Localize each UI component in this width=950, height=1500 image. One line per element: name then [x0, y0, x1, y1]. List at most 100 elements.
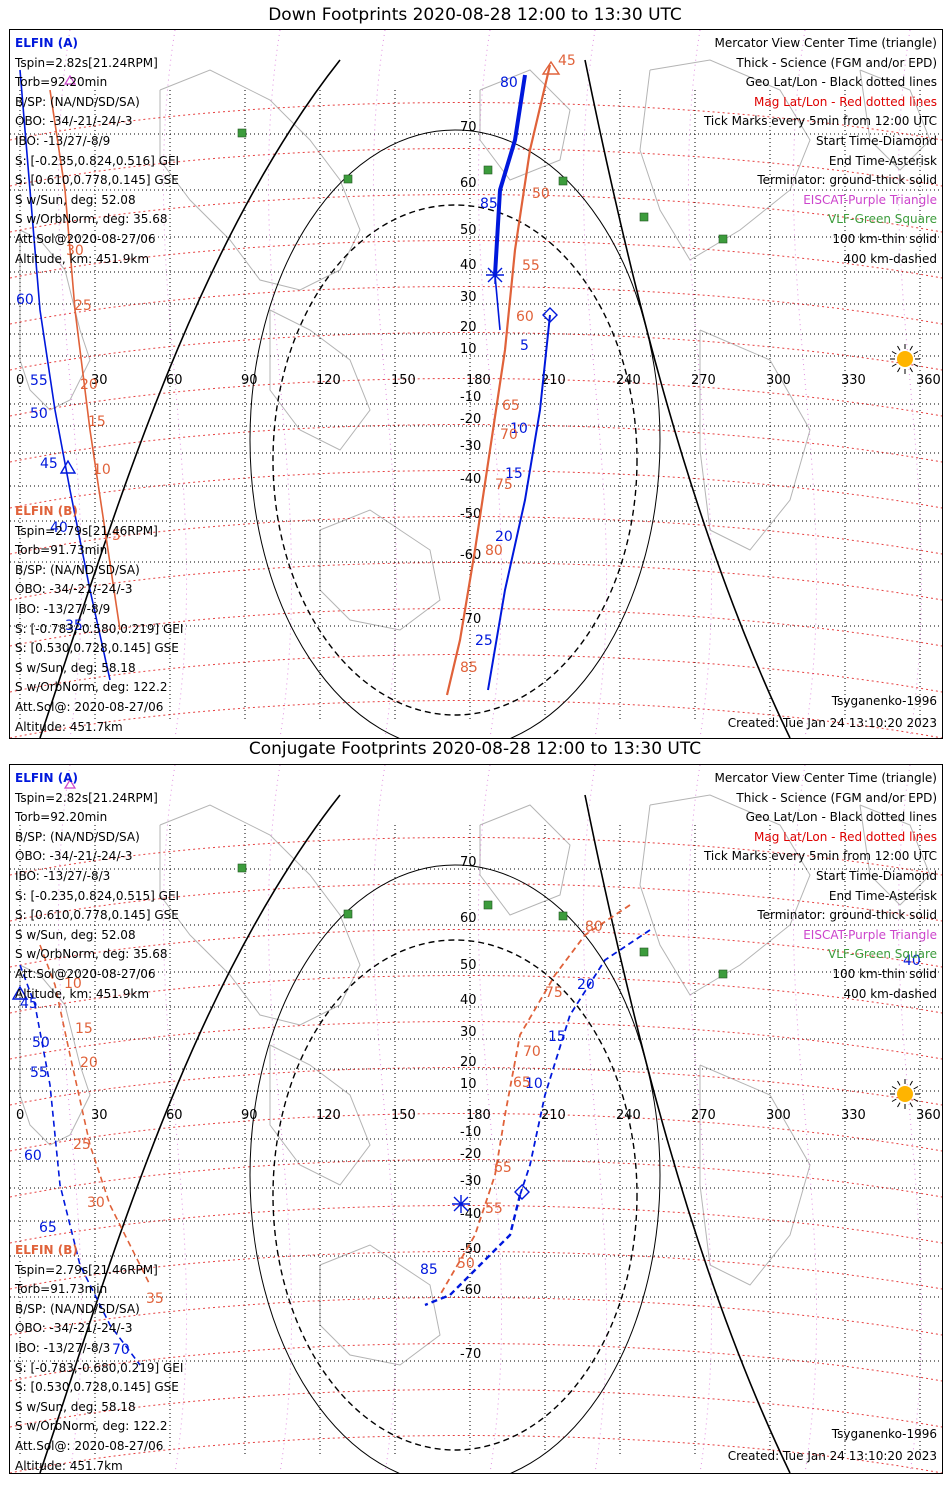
- elfin-b-tick-label: 20: [80, 1055, 98, 1071]
- elfin-a-tick-label: 65: [39, 1220, 57, 1236]
- elfin-b-conj-track-east: [439, 904, 631, 1296]
- sun-ray: [909, 345, 913, 351]
- legend-conjugate: Mercator View Center Time (triangle) Thi…: [704, 769, 937, 1004]
- mag-lat-curve: [10, 975, 942, 1014]
- elfin-a-line: S w/OrbNorm, deg: 35.68: [15, 947, 168, 962]
- vlf-station-square: [639, 212, 649, 222]
- elfin-a-line: Tspin=2.82s[21.24RPM]: [15, 790, 158, 805]
- legend-item: Geo Lat/Lon - Black dotted lines: [745, 75, 937, 90]
- lon-tick-label: 0: [16, 1108, 24, 1123]
- elfin-a-tick-label: 5: [520, 338, 529, 354]
- elfin-a-end-asterisk: [486, 266, 504, 284]
- elfin-a-tick-label: 70: [112, 1342, 130, 1358]
- mag-lat-curve: [10, 194, 942, 233]
- coastline: [319, 509, 441, 631]
- map-panel-down: 0 30 60 90 120 150 180 210 240 270 300 330 360 70 60 50…: [9, 29, 943, 739]
- mag-lat-curve: [10, 240, 942, 279]
- legend-item: Terminator: ground-thick solid: [757, 908, 937, 923]
- elfin-a-line: S w/OrbNorm, deg: 35.68: [15, 212, 168, 227]
- elfin-a-tick-label: 55: [30, 373, 48, 389]
- sun-ray: [913, 351, 919, 355]
- mag-lat-curve: [10, 883, 942, 922]
- lat-tick-label: 10: [460, 342, 477, 357]
- lat-tick-label: -70: [460, 1347, 481, 1362]
- mag-lon-curve: [267, 30, 293, 738]
- map-canvas-down: 0 30 60 90 120 150 180 210 240 270 300 330 360 70 60 50…: [10, 30, 942, 738]
- elfin-a-tick-label: 50: [32, 1035, 50, 1051]
- mag-lat-curve: [10, 608, 942, 647]
- elfin-a-start-diamond: [542, 307, 558, 323]
- lon-tick-label: 120: [316, 373, 341, 388]
- legend-item: Mercator View Center Time (triangle): [714, 36, 937, 50]
- lon-tick-label: 240: [616, 1108, 641, 1123]
- elfin-a-line: S w/Sun, deg: 52.08: [15, 927, 136, 942]
- elfin-b-line: IBO: -13/27/-8/9: [15, 601, 111, 616]
- lon-tick-label: 240: [616, 373, 641, 388]
- elfin-a-line: S: [-0.235,0.824,0.515] GEI: [15, 888, 180, 903]
- legend-item: Thick - Science (FGM and/or EPD): [736, 55, 937, 70]
- sun-ray: [897, 1102, 901, 1108]
- elfin-b-tick-label: 80: [485, 543, 503, 559]
- oval-100km: [249, 864, 661, 1473]
- lon-tick-label: 180: [466, 1108, 491, 1123]
- terminator-west: [39, 59, 341, 738]
- elfin-b-tick-label: 35: [146, 1291, 164, 1307]
- lon-tick-label: 30: [91, 1108, 108, 1123]
- coastline: [269, 309, 371, 451]
- elfin-a-tick-label: 55: [30, 1065, 48, 1081]
- elfin-a-tick-label: 45: [20, 996, 38, 1012]
- model-label: Tsyganenko-1996: [831, 694, 937, 708]
- elfin-b-line: Att.Sol@: 2020-08-27/06: [15, 1438, 164, 1453]
- elfin-a-line: B/SP: (NA/ND/SD/SA): [15, 829, 140, 844]
- elfin-b-line: Tspin=2.79s[21.46RPM]: [15, 1262, 158, 1277]
- elfin-a-line: Altitude, km: 451.9km: [15, 251, 150, 266]
- vlf-station-square: [483, 165, 493, 175]
- elfin-b-line: OBO: -34/-21/-24/-3: [15, 1321, 133, 1336]
- legend-item: 100 km-thin solid: [832, 231, 937, 246]
- mag-lon-curve: [582, 765, 608, 1473]
- mag-lat-curve: [10, 562, 942, 601]
- lon-tick-label: 210: [541, 373, 566, 388]
- lon-tick-label: 330: [841, 1108, 866, 1123]
- coastline: [19, 964, 91, 1146]
- panel-title-conjugate: Conjugate Footprints 2020-08-28 12:00 to…: [248, 739, 702, 759]
- mag-lat-curve: [10, 148, 942, 187]
- legend-item: Mag Lat/Lon - Red dotted lines: [753, 94, 937, 109]
- lon-tick-label: 360: [916, 373, 941, 388]
- map-canvas-conjugate: 0 30 60 90 120 150 180 210 240 270 300 330 360 70 60 50…: [10, 765, 942, 1473]
- lat-tick-label: 60: [460, 176, 477, 191]
- mag-lat-curve: [10, 332, 942, 371]
- legend-item: Mercator View Center Time (triangle): [714, 771, 937, 785]
- elfin-b-tick-label: 20: [80, 377, 98, 393]
- elfin-b-tick-label: 30: [66, 243, 84, 259]
- lon-tick-label: 360: [916, 1108, 941, 1123]
- legend-item: Terminator: ground-thick solid: [757, 173, 937, 188]
- elfin-a-tick-label: 35: [65, 618, 83, 634]
- lon-tick-label: 90: [241, 1108, 258, 1123]
- elfin-b-center-triangle: [541, 60, 561, 75]
- lat-tick-label: -40: [460, 472, 481, 487]
- lat-tick-label: 50: [460, 223, 477, 238]
- lat-tick-label: -70: [460, 612, 481, 627]
- elfin-b-line: IBO: -13/27/-8/3: [15, 1340, 111, 1355]
- vlf-station-square: [483, 900, 493, 910]
- lat-tick-label: -20: [460, 1147, 481, 1162]
- lon-tick-label: 90: [241, 373, 258, 388]
- coastline: [159, 69, 361, 291]
- elfin-b-tick-label: 15: [75, 1021, 93, 1037]
- sun-disk: [897, 351, 913, 367]
- elfin-a-tick-label: 10: [525, 1076, 543, 1092]
- legend-item: EISCAT-Purple Triangle: [803, 192, 937, 207]
- sun-ray: [897, 1080, 901, 1086]
- elfin-a-end-asterisk: [452, 1195, 470, 1213]
- elfin-a-tick-label: 10: [510, 421, 528, 437]
- elfin-a-info-down: ELFIN (A) Tspin=2.82s[21.24RPM] Torb=92.…: [15, 34, 179, 269]
- elfin-a-line: Tspin=2.82s[21.24RPM]: [15, 55, 158, 70]
- legend-item: End Time-Asterisk: [828, 888, 937, 903]
- sun-ray: [891, 1086, 897, 1090]
- mag-lat-curve: [10, 1159, 942, 1198]
- elfin-a-conj-track-science: [424, 1194, 522, 1307]
- sun-ray: [909, 367, 913, 373]
- lon-tick-label: 300: [766, 1108, 791, 1123]
- lat-tick-label: -10: [460, 1125, 481, 1140]
